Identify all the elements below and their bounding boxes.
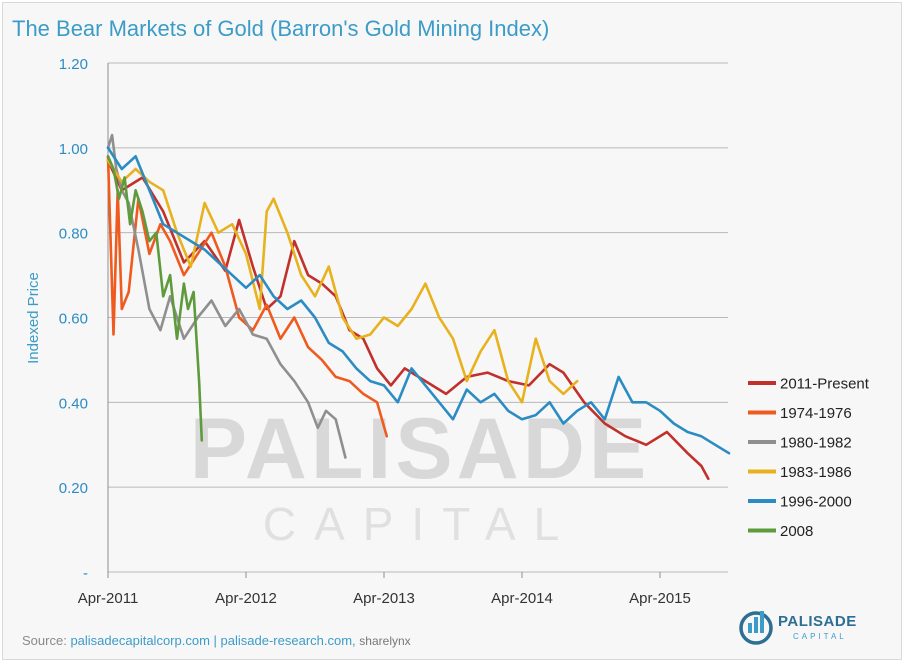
x-tick-label: Apr-2013 (353, 590, 415, 607)
source-prefix: Source: (22, 633, 67, 648)
y-tick-label: 0.20 (59, 480, 88, 497)
x-tick-label: Apr-2014 (491, 590, 553, 607)
source-link-palisadecapitalcorp[interactable]: palisadecapitalcorp.com (70, 633, 210, 648)
source-separator: | (213, 633, 217, 648)
x-tick-label: Apr-2015 (629, 590, 691, 607)
x-tick-label: Apr-2011 (78, 590, 139, 607)
y-axis-label: Indexed Price (25, 272, 42, 364)
legend-label: 1983-1986 (780, 464, 852, 481)
y-tick-label: - (83, 565, 88, 582)
series-line-1983-1986 (106, 159, 579, 404)
palisade-logo: PALISADE CAPITAL (738, 604, 888, 648)
source-credit: sharelynx (359, 634, 411, 648)
legend-label: 1996-2000 (780, 494, 852, 511)
x-tick-label: Apr-2012 (215, 590, 277, 607)
y-tick-label: 1.00 (59, 141, 88, 158)
series-line-1974-1976 (106, 155, 389, 438)
legend-label: 1974-1976 (780, 405, 852, 422)
series-line-1996-2000 (106, 146, 731, 455)
legend: 2011-Present 1974-1976 1980-1982 1983-1986 1… (748, 376, 870, 540)
chart-title: The Bear Markets of Gold (Barron's Gold … (12, 16, 550, 41)
logo-sub: CAPITAL (793, 632, 847, 641)
series-line-2008 (106, 155, 204, 442)
y-tick-label: 0.80 (59, 226, 88, 243)
legend-label: 1980-1982 (780, 435, 852, 452)
y-tick-label: 1.20 (59, 56, 88, 73)
legend-label: 2011-Present (780, 376, 870, 393)
watermark-word: PALISADE (190, 401, 650, 497)
logo-mark-icon (739, 611, 773, 645)
source-link-palisade-research[interactable]: palisade-research.com, (220, 633, 356, 648)
source-note: Source: palisadecapitalcorp.com | palisa… (22, 633, 411, 648)
x-axis-ticks: Apr-2011 Apr-2012 Apr-2013 Apr-2014 Apr-2015 (78, 572, 691, 607)
logo-name: PALISADE (778, 613, 857, 630)
watermark-subword: CAPITAL (263, 498, 577, 550)
y-axis-ticks: 1.20 1.00 0.80 0.60 0.40 0.20 - (59, 56, 88, 582)
legend-label: 2008 (780, 523, 813, 540)
y-tick-label: 0.60 (59, 311, 88, 328)
series-lines (106, 133, 731, 481)
grid-lines (107, 62, 728, 573)
y-tick-label: 0.40 (59, 395, 88, 412)
